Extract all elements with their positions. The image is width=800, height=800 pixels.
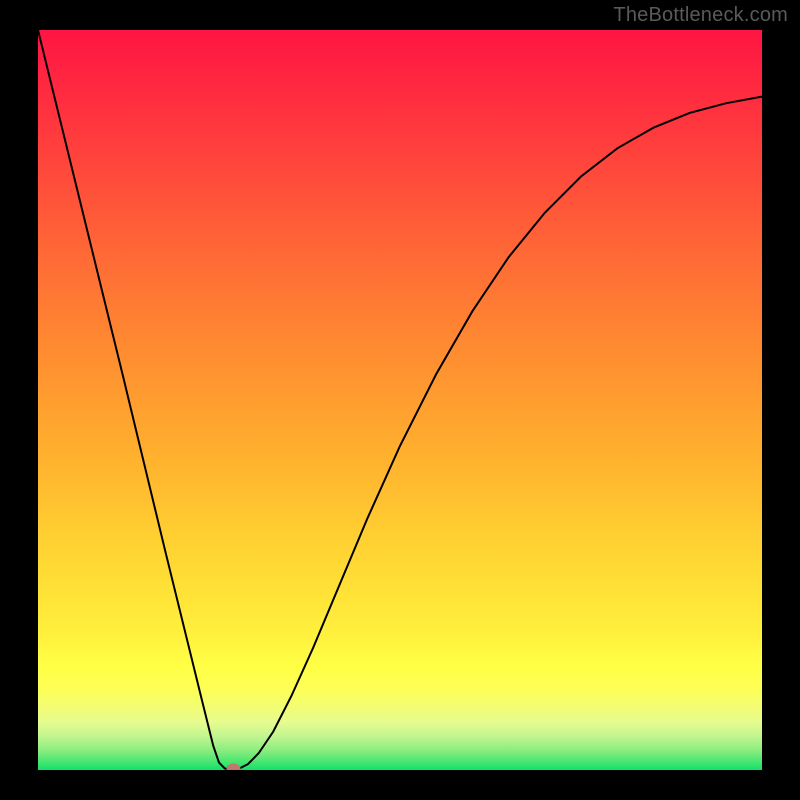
plot-background <box>38 30 762 770</box>
chart-container: TheBottleneck.com <box>0 0 800 800</box>
bottleneck-chart <box>0 0 800 800</box>
